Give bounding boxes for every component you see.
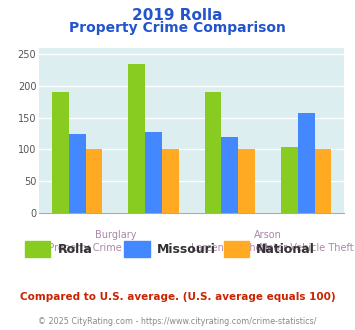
- Text: Burglary: Burglary: [95, 230, 136, 240]
- Bar: [298, 113, 315, 213]
- Bar: [86, 149, 102, 213]
- Text: Motor Vehicle Theft: Motor Vehicle Theft: [259, 244, 354, 253]
- Text: Rolla: Rolla: [58, 243, 92, 256]
- Text: 2019 Rolla: 2019 Rolla: [132, 8, 223, 23]
- Bar: [129, 64, 145, 213]
- Bar: [162, 149, 179, 213]
- Bar: [52, 92, 69, 213]
- Bar: [222, 137, 238, 213]
- Bar: [238, 149, 255, 213]
- Text: National: National: [256, 243, 315, 256]
- Bar: [69, 134, 86, 213]
- Text: All Property Crime: All Property Crime: [33, 244, 121, 253]
- Text: Arson: Arson: [254, 230, 282, 240]
- Bar: [205, 92, 222, 213]
- Bar: [315, 149, 331, 213]
- Text: © 2025 CityRating.com - https://www.cityrating.com/crime-statistics/: © 2025 CityRating.com - https://www.city…: [38, 317, 317, 326]
- Text: Larceny & Theft: Larceny & Theft: [191, 244, 269, 253]
- Bar: [281, 148, 298, 213]
- Bar: [145, 132, 162, 213]
- Text: Property Crime Comparison: Property Crime Comparison: [69, 21, 286, 35]
- Text: Missouri: Missouri: [157, 243, 216, 256]
- Text: Compared to U.S. average. (U.S. average equals 100): Compared to U.S. average. (U.S. average …: [20, 292, 335, 302]
